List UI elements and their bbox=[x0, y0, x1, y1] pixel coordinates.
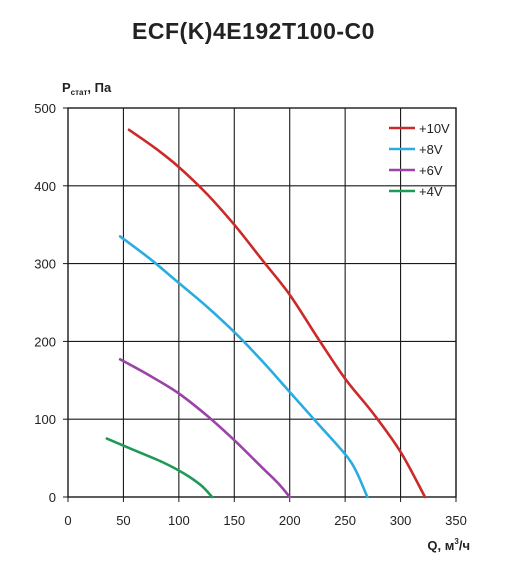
series-line-6Vv bbox=[118, 358, 291, 499]
y-axis-label-main: P bbox=[62, 80, 71, 95]
x-tick-label: 200 bbox=[279, 513, 301, 528]
plot-frame bbox=[67, 107, 457, 498]
x-tick-label: 350 bbox=[445, 513, 467, 528]
legend-layer: +10V +8V +6V +4V bbox=[389, 121, 450, 199]
grid-layer bbox=[68, 107, 457, 497]
y-tick-label: 500 bbox=[34, 101, 56, 116]
x-axis-label-unit: /ч bbox=[459, 538, 470, 553]
chart-title: ECF(K)4E192T100-C0 bbox=[132, 18, 375, 44]
y-axis-label: Pстат, Па bbox=[62, 80, 112, 97]
series-layer bbox=[105, 128, 427, 499]
y-tick-label: 200 bbox=[34, 334, 56, 349]
y-tick-label: 0 bbox=[49, 490, 56, 505]
legend-label: +4V bbox=[419, 184, 443, 199]
series-line-4Vv bbox=[105, 437, 214, 499]
legend-label: +10V bbox=[419, 121, 450, 136]
x-tick-label: 150 bbox=[223, 513, 245, 528]
x-tick-label: 0 bbox=[64, 513, 71, 528]
x-tick-label: 100 bbox=[168, 513, 190, 528]
y-axis-label-unit: , Па bbox=[87, 80, 112, 95]
y-tick-label: 100 bbox=[34, 412, 56, 427]
legend-label: +8V bbox=[419, 142, 443, 157]
y-axis-label-sub: стат bbox=[71, 88, 88, 97]
y-tick-label: 300 bbox=[34, 257, 56, 272]
series-line-8Vv bbox=[118, 235, 369, 499]
legend-label: +6V bbox=[419, 163, 443, 178]
axes-layer: 0 50 100 150 200 250 300 350 0 100 200 300 400 500 bbox=[34, 101, 467, 528]
x-axis-label-sup: 3 bbox=[454, 537, 459, 546]
x-axis-label: Q, м3/ч bbox=[427, 537, 470, 553]
x-tick-label: 300 bbox=[390, 513, 412, 528]
x-tick-label: 250 bbox=[334, 513, 356, 528]
x-axis-label-main: Q, м bbox=[427, 538, 454, 553]
x-tick-label: 50 bbox=[116, 513, 130, 528]
series-line-10Vv bbox=[127, 128, 427, 499]
y-tick-label: 400 bbox=[34, 179, 56, 194]
